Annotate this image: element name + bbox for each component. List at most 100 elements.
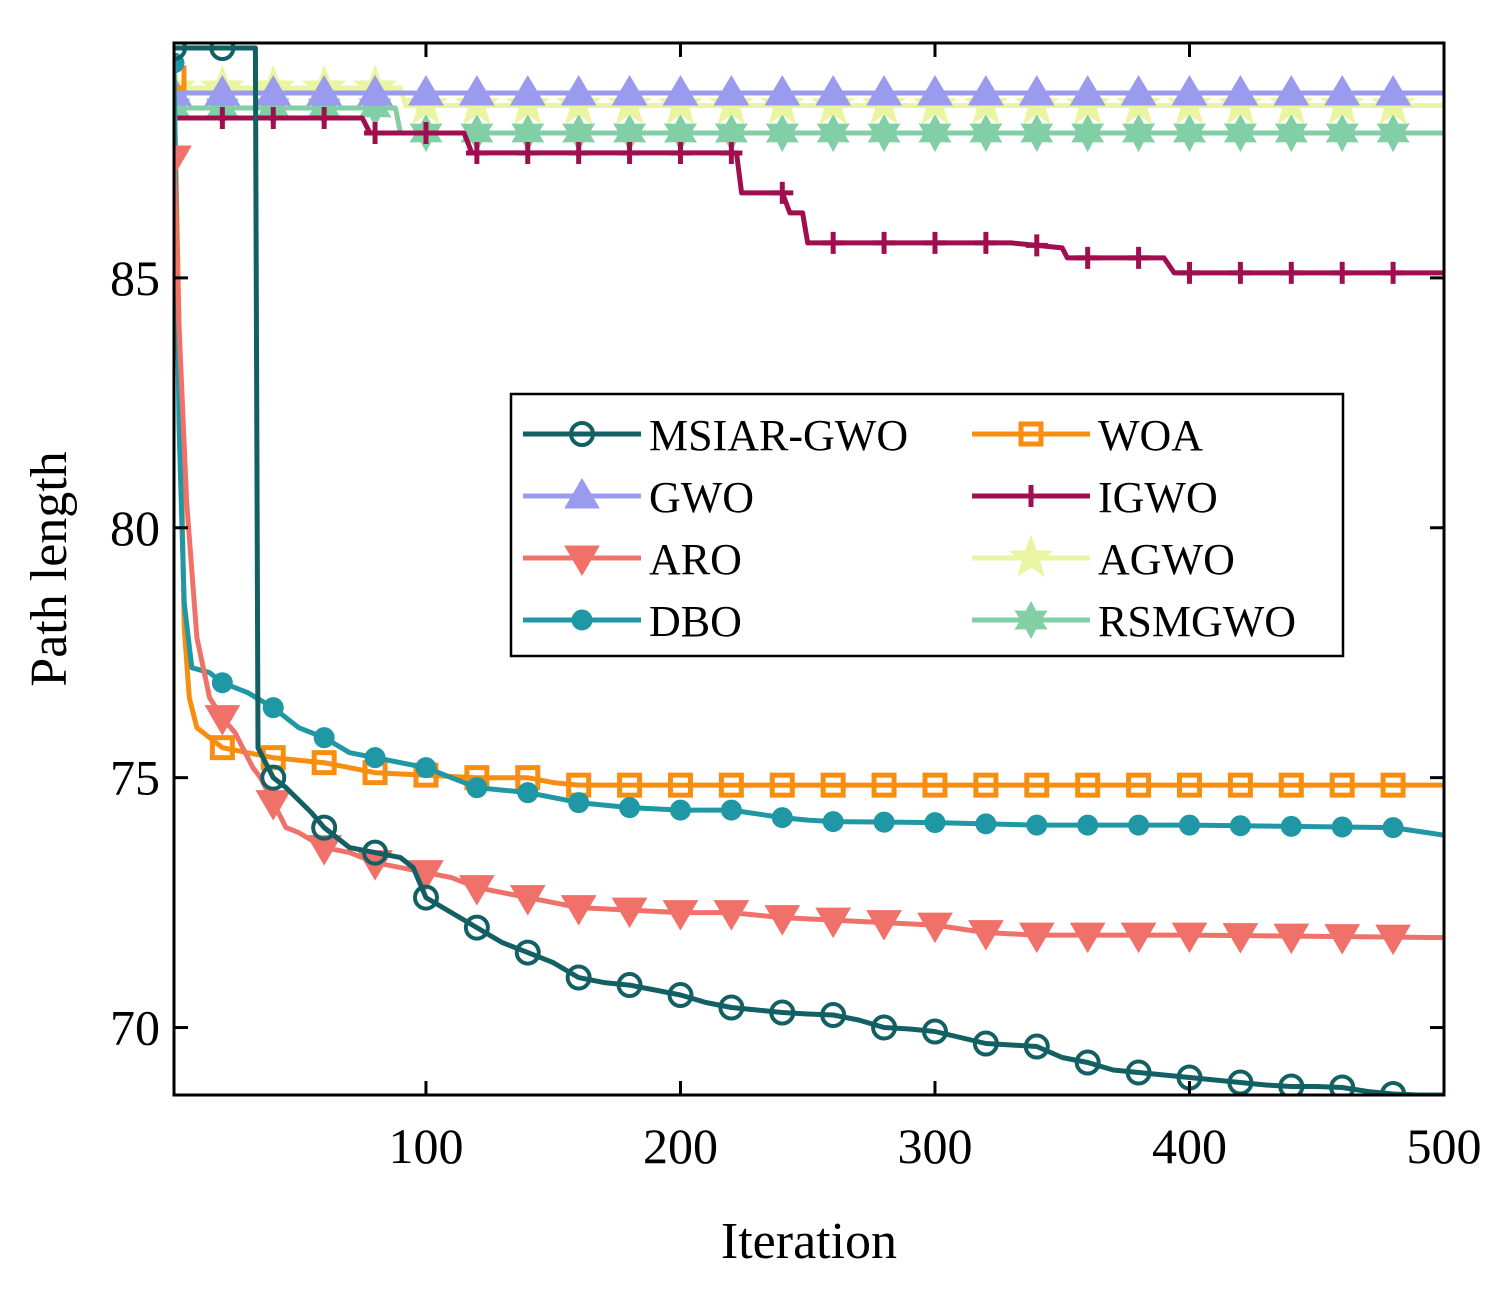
data-point-gwo bbox=[1120, 74, 1157, 106]
series-line-agwo bbox=[174, 85, 1444, 108]
data-point-msiar-gwo bbox=[514, 939, 541, 966]
data-point-igwo bbox=[1076, 246, 1099, 269]
data-point-igwo bbox=[174, 106, 185, 129]
data-point-gwo bbox=[764, 74, 801, 106]
data-point-gwo bbox=[408, 74, 444, 106]
data-point-woa bbox=[1075, 772, 1101, 798]
data-point-igwo bbox=[669, 141, 692, 164]
data-point-dbo bbox=[619, 797, 641, 819]
data-point-woa bbox=[1278, 772, 1304, 798]
data-point-woa bbox=[209, 735, 235, 761]
y-tick-label: 75 bbox=[110, 750, 160, 806]
data-point-gwo bbox=[458, 74, 495, 106]
data-point-gwo bbox=[662, 74, 699, 106]
data-point-igwo bbox=[873, 231, 896, 254]
data-point-rsmgwo bbox=[765, 113, 799, 153]
series-dbo bbox=[174, 52, 1444, 839]
data-point-aro bbox=[204, 705, 241, 736]
data-point-aro bbox=[458, 875, 495, 906]
data-point-dbo bbox=[1331, 816, 1353, 838]
data-point-aro bbox=[662, 900, 699, 931]
x-tick-label: 500 bbox=[1407, 1118, 1482, 1174]
data-point-gwo bbox=[560, 74, 597, 106]
series-line-msiar-gwo bbox=[174, 45, 1444, 1095]
data-point-dbo bbox=[1382, 817, 1404, 839]
data-point-igwo bbox=[465, 141, 488, 164]
data-point-msiar-gwo bbox=[871, 1014, 898, 1041]
data-point-igwo bbox=[1382, 261, 1405, 284]
data-point-igwo bbox=[1025, 234, 1048, 257]
data-point-aro bbox=[611, 897, 648, 929]
data-point-gwo bbox=[1375, 74, 1411, 106]
data-point-dbo bbox=[975, 813, 997, 835]
legend-label: GWO bbox=[649, 473, 754, 522]
data-point-dbo bbox=[873, 811, 895, 833]
data-point-igwo bbox=[414, 121, 437, 144]
legend-marker-agwo bbox=[1008, 534, 1054, 577]
data-point-dbo bbox=[1280, 815, 1302, 837]
legend-label: MSIAR-GWO bbox=[649, 411, 908, 460]
data-point-woa bbox=[973, 772, 999, 798]
data-point-woa bbox=[1024, 772, 1050, 798]
data-point-gwo bbox=[1324, 74, 1361, 106]
data-point-woa bbox=[922, 772, 948, 798]
data-point-dbo bbox=[924, 812, 946, 834]
legend-marker-msiar-gwo bbox=[569, 421, 595, 447]
legend-entry-rsmgwo: RSMGWO bbox=[972, 597, 1296, 646]
axis-layer: 100 200 300 400 500 70 75 80 85 bbox=[110, 43, 1482, 1174]
y-tick-label: 70 bbox=[110, 1000, 160, 1056]
x-tick-label: 200 bbox=[643, 1118, 718, 1174]
data-point-igwo bbox=[516, 141, 539, 164]
data-point-igwo bbox=[1229, 261, 1252, 284]
data-point-igwo bbox=[1127, 246, 1150, 269]
series-line-aro bbox=[174, 157, 1444, 941]
data-point-aro bbox=[1120, 922, 1157, 954]
data-point-igwo bbox=[567, 141, 590, 164]
x-tick-label: 100 bbox=[388, 1118, 463, 1174]
legend-entry-gwo: GWO bbox=[523, 473, 754, 522]
data-point-igwo bbox=[822, 231, 845, 254]
data-point-msiar-gwo bbox=[1329, 1074, 1356, 1095]
data-point-msiar-gwo bbox=[565, 964, 592, 991]
data-point-dbo bbox=[415, 757, 437, 779]
legend-marker-aro bbox=[564, 545, 600, 576]
data-point-gwo bbox=[1222, 74, 1259, 106]
series-igwo bbox=[174, 106, 1444, 284]
data-point-msiar-gwo bbox=[463, 914, 490, 941]
legend-label: RSMGWO bbox=[1098, 597, 1296, 646]
data-point-msiar-gwo bbox=[1278, 1073, 1305, 1095]
data-point-dbo bbox=[262, 697, 284, 719]
legend-entry-igwo: IGWO bbox=[972, 473, 1218, 522]
data-point-rsmgwo bbox=[1071, 113, 1105, 153]
data-point-msiar-gwo bbox=[1023, 1033, 1050, 1060]
data-point-igwo bbox=[923, 231, 946, 254]
data-point-rsmgwo bbox=[1122, 113, 1156, 153]
data-point-dbo bbox=[466, 777, 488, 799]
data-point-dbo bbox=[669, 799, 691, 821]
legend-entry-dbo: DBO bbox=[523, 597, 742, 646]
data-point-woa bbox=[174, 65, 187, 91]
data-point-gwo bbox=[306, 74, 343, 106]
data-point-aro bbox=[866, 910, 902, 941]
data-point-woa bbox=[1329, 772, 1355, 798]
data-point-gwo bbox=[968, 74, 1004, 106]
data-point-igwo bbox=[211, 106, 234, 129]
series-line-rsmgwo bbox=[174, 105, 1444, 136]
data-point-gwo bbox=[357, 74, 393, 106]
legend-entry-woa: WOA bbox=[972, 411, 1203, 460]
data-point-msiar-gwo bbox=[769, 999, 796, 1026]
data-point-gwo bbox=[815, 74, 852, 106]
data-point-rsmgwo bbox=[918, 113, 952, 153]
data-point-dbo bbox=[822, 811, 844, 833]
data-point-dbo bbox=[568, 792, 590, 814]
data-point-igwo bbox=[720, 141, 743, 164]
data-point-msiar-gwo bbox=[921, 1018, 948, 1045]
data-point-dbo bbox=[1128, 814, 1150, 836]
data-point-dbo bbox=[1229, 815, 1251, 837]
data-point-gwo bbox=[917, 74, 953, 106]
data-point-dbo bbox=[517, 782, 539, 804]
data-point-rsmgwo bbox=[1172, 113, 1207, 153]
data-point-aro bbox=[306, 835, 343, 866]
series-msiar-gwo bbox=[174, 43, 1444, 1095]
